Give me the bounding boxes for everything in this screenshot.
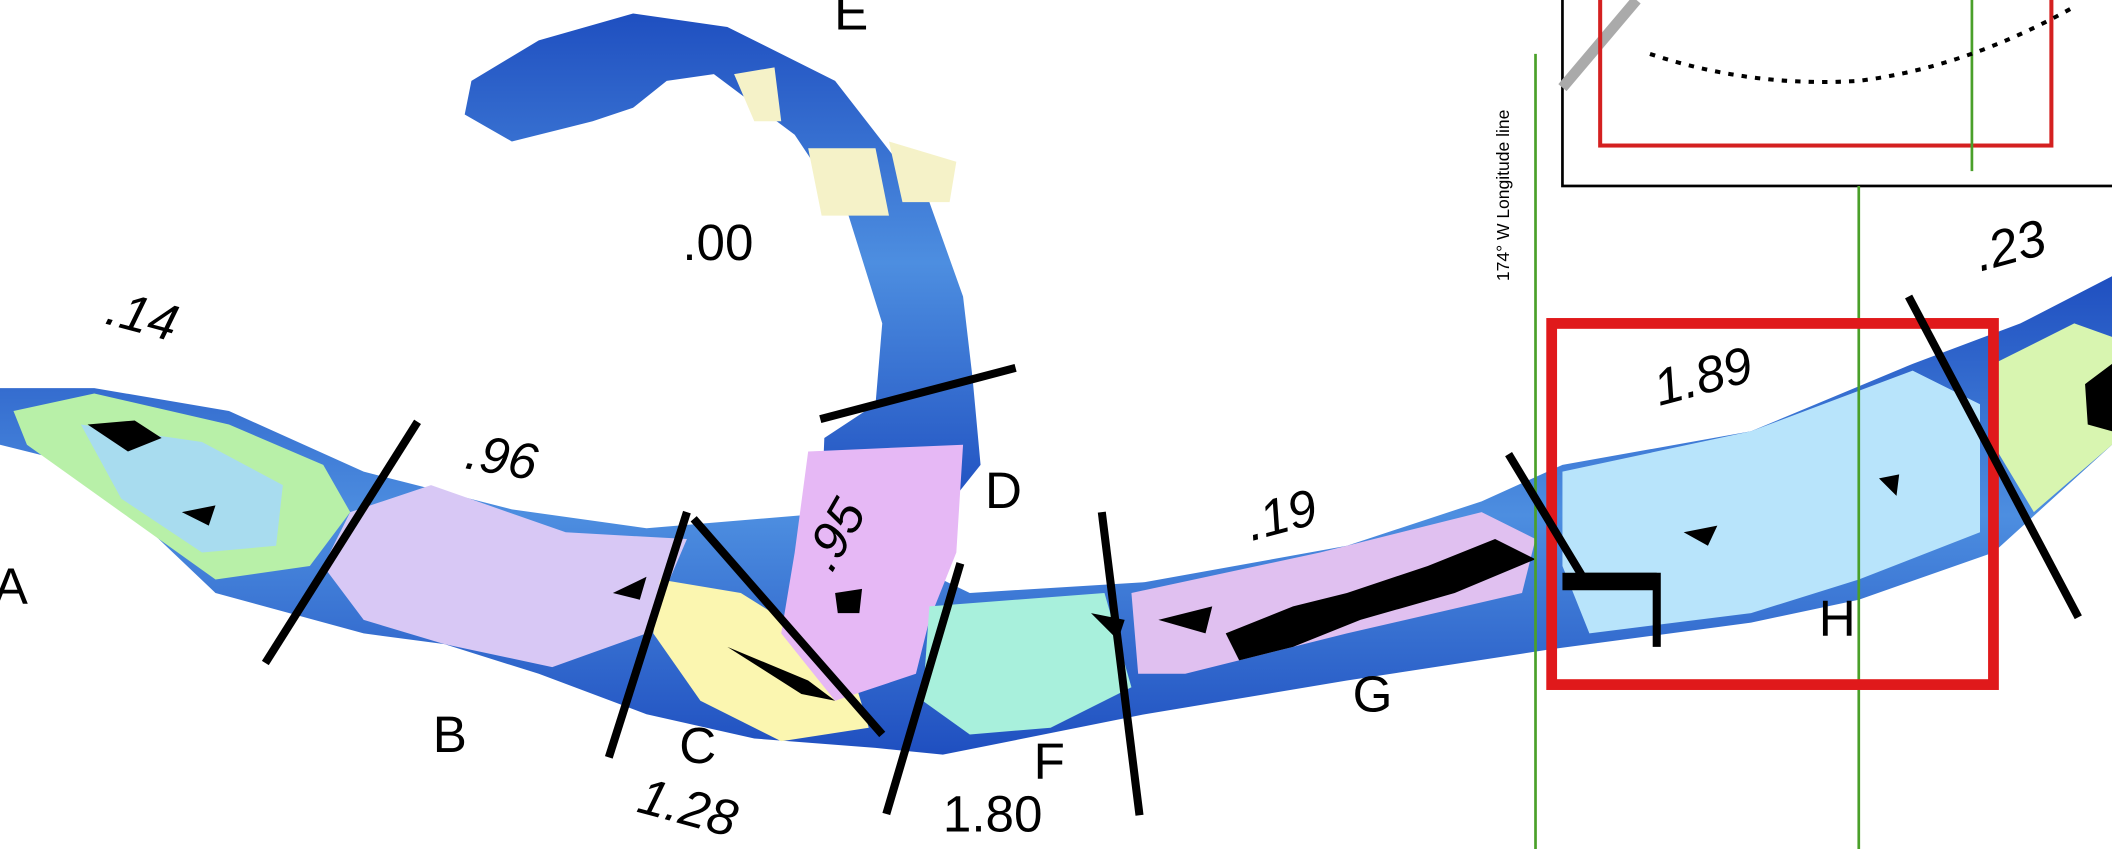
segment-value: .96 bbox=[462, 423, 542, 492]
region-label: F bbox=[1034, 733, 1065, 790]
longitude-note: 174° W Longitude line bbox=[1493, 110, 1513, 281]
region-label: E bbox=[834, 0, 868, 41]
page: A B C D E F G H .14 .96 .00 .95 1.28 1.8… bbox=[0, 0, 2112, 849]
segment-value: .14 bbox=[101, 279, 184, 352]
segment-value: .23 bbox=[1968, 209, 2052, 283]
segment-value: 1.80 bbox=[943, 786, 1043, 843]
region-label: H bbox=[1819, 590, 1856, 647]
segment-value: .19 bbox=[1240, 478, 1323, 551]
map: A B C D E F G H .14 .96 .00 .95 1.28 1.8… bbox=[0, 0, 2112, 849]
segment-value: 1.89 bbox=[1647, 336, 1758, 417]
region-label: D bbox=[985, 462, 1022, 519]
region-label: G bbox=[1353, 666, 1393, 723]
region-label: C bbox=[679, 717, 716, 774]
segment-value: 1.28 bbox=[632, 767, 743, 848]
zone-h bbox=[1562, 371, 1980, 634]
segment-value: .00 bbox=[682, 214, 753, 271]
region-label: B bbox=[433, 706, 467, 763]
region-label: A bbox=[0, 558, 29, 615]
